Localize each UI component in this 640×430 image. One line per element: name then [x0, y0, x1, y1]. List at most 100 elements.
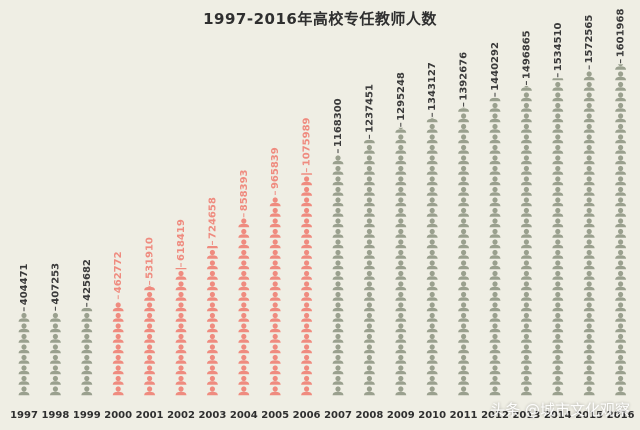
person-icon	[301, 197, 313, 207]
person-icon	[112, 386, 124, 396]
person-icon	[332, 165, 344, 175]
person-icon	[18, 323, 30, 333]
person-icon	[552, 354, 564, 364]
person-icon	[332, 239, 344, 249]
data-label: 531910	[145, 237, 156, 279]
person-icon	[520, 365, 532, 375]
person-icon	[426, 155, 438, 165]
bar-2010	[426, 117, 438, 396]
person-icon	[395, 333, 407, 343]
person-icon	[615, 239, 627, 249]
person-icon	[583, 228, 595, 238]
person-icon	[489, 197, 501, 207]
person-icon	[81, 365, 93, 375]
person-icon	[426, 176, 438, 186]
person-icon	[552, 144, 564, 154]
data-label: 965839	[270, 147, 281, 189]
person-icon	[426, 218, 438, 228]
person-icon	[489, 239, 501, 249]
person-icon	[520, 228, 532, 238]
person-icon	[238, 281, 250, 291]
person-icon	[332, 375, 344, 385]
x-tick-label: 2003	[198, 410, 226, 421]
bar-2006	[301, 173, 313, 396]
data-label: 1075989	[302, 117, 313, 166]
person-icon	[112, 344, 124, 354]
person-icon	[363, 344, 375, 354]
person-icon	[301, 302, 313, 312]
person-icon	[520, 281, 532, 291]
person-icon	[615, 64, 627, 70]
person-icon	[520, 113, 532, 123]
person-icon	[363, 207, 375, 217]
person-icon	[49, 386, 61, 396]
person-icon	[615, 333, 627, 343]
person-icon	[206, 333, 218, 343]
person-icon	[395, 144, 407, 154]
person-icon	[332, 281, 344, 291]
person-icon	[458, 176, 470, 186]
person-icon	[175, 354, 187, 364]
data-label: 1496865	[521, 30, 532, 79]
person-icon	[175, 302, 187, 312]
person-icon	[363, 260, 375, 270]
person-icon	[426, 134, 438, 144]
person-icon	[238, 333, 250, 343]
person-icon	[489, 312, 501, 322]
person-icon	[112, 375, 124, 385]
person-icon	[395, 323, 407, 333]
x-tick-label: 1999	[73, 410, 101, 421]
person-icon	[18, 365, 30, 375]
person-icon	[520, 291, 532, 301]
person-icon	[520, 123, 532, 133]
person-icon	[332, 291, 344, 301]
person-icon	[269, 218, 281, 228]
person-icon	[583, 333, 595, 343]
data-label: 1440292	[490, 42, 501, 91]
person-icon	[583, 71, 595, 81]
person-icon	[363, 249, 375, 259]
person-icon	[615, 344, 627, 354]
person-icon	[489, 281, 501, 291]
person-icon	[395, 197, 407, 207]
person-icon	[395, 134, 407, 144]
person-icon	[552, 344, 564, 354]
person-icon	[615, 186, 627, 196]
person-icon	[520, 186, 532, 196]
bar-2005	[269, 197, 281, 396]
person-icon	[520, 92, 532, 102]
person-icon	[363, 239, 375, 249]
person-icon	[520, 197, 532, 207]
person-icon	[552, 375, 564, 385]
person-icon	[583, 197, 595, 207]
person-icon	[112, 365, 124, 375]
x-tick-label: 2001	[136, 410, 164, 421]
person-icon	[363, 197, 375, 207]
person-icon	[363, 155, 375, 165]
person-icon	[395, 344, 407, 354]
person-icon	[395, 302, 407, 312]
person-icon	[458, 207, 470, 217]
person-icon	[583, 260, 595, 270]
person-icon	[112, 333, 124, 343]
person-icon	[458, 260, 470, 270]
person-icon	[583, 207, 595, 217]
person-icon	[552, 102, 564, 112]
person-icon	[583, 186, 595, 196]
person-icon	[615, 218, 627, 228]
bar-2015	[583, 71, 595, 396]
x-tick-label: 2011	[450, 410, 478, 421]
person-icon	[18, 344, 30, 354]
person-icon	[332, 354, 344, 364]
person-icon	[615, 102, 627, 112]
x-tick-label: 2016	[607, 410, 635, 421]
person-icon	[269, 207, 281, 217]
person-icon	[175, 270, 187, 280]
person-icon	[144, 312, 156, 322]
person-icon	[301, 323, 313, 333]
person-icon	[144, 302, 156, 312]
person-icon	[520, 176, 532, 186]
person-icon	[489, 144, 501, 154]
person-icon	[269, 354, 281, 364]
person-icon	[363, 365, 375, 375]
